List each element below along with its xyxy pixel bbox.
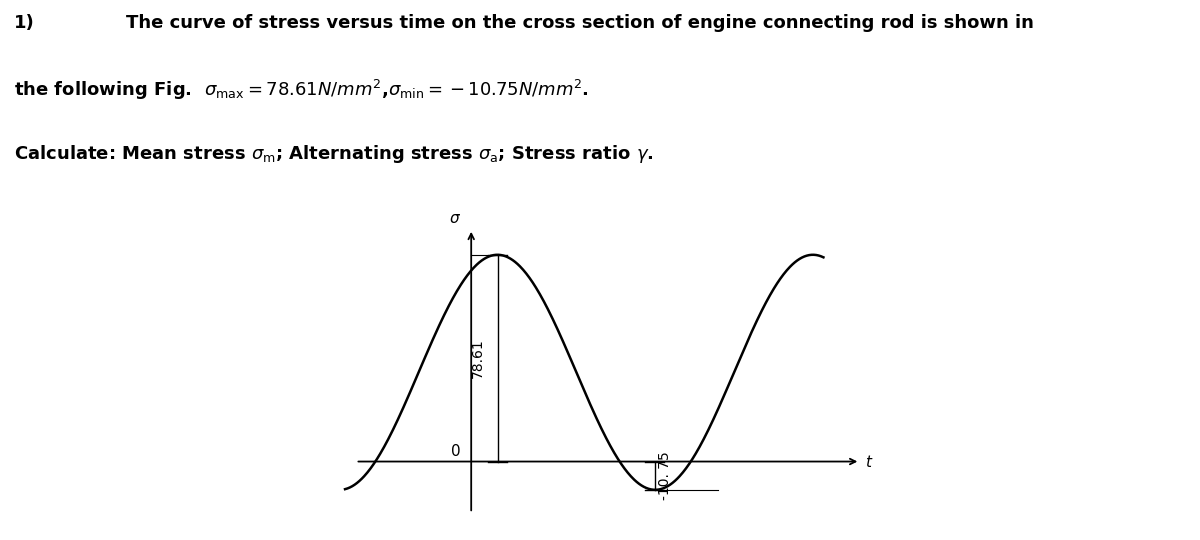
Text: the following Fig.  $\sigma_{\rm max}=78.61N/mm^2$,$\sigma_{\rm min}=-10.75N/mm^: the following Fig. $\sigma_{\rm max}=78.… xyxy=(14,78,589,103)
Text: $\sigma$: $\sigma$ xyxy=(449,211,461,226)
Text: $t$: $t$ xyxy=(865,454,874,470)
Text: 1): 1) xyxy=(14,14,35,31)
Text: The curve of stress versus time on the cross section of engine connecting rod is: The curve of stress versus time on the c… xyxy=(126,14,1034,31)
Text: Calculate: Mean stress $\sigma_{\rm m}$; Alternating stress $\sigma_{\rm a}$; St: Calculate: Mean stress $\sigma_{\rm m}$;… xyxy=(14,143,654,165)
Text: 0: 0 xyxy=(451,444,461,459)
Text: 78.61: 78.61 xyxy=(470,338,485,378)
Text: -10. 75: -10. 75 xyxy=(658,451,672,500)
